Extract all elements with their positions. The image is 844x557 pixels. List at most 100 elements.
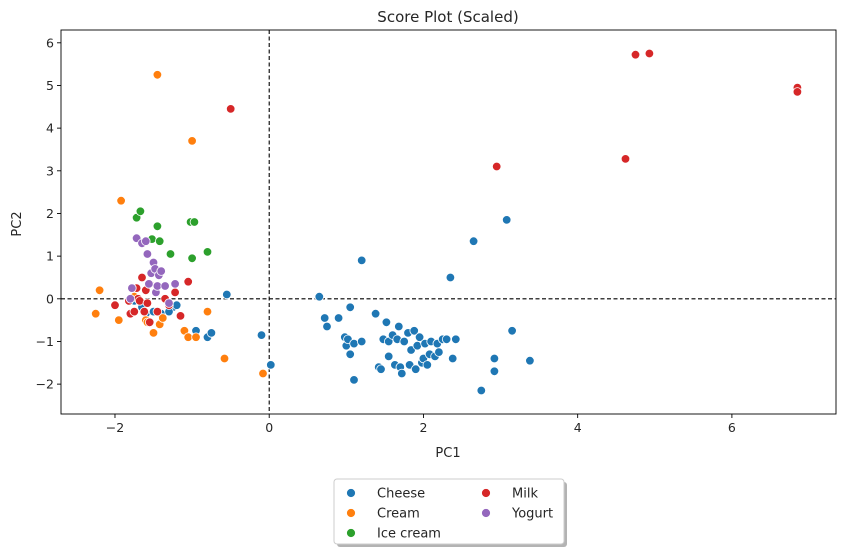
data-point bbox=[110, 300, 120, 310]
data-point bbox=[191, 332, 201, 342]
data-point bbox=[397, 368, 407, 379]
legend-marker bbox=[346, 488, 356, 498]
series-ice-cream bbox=[131, 206, 213, 263]
data-point bbox=[620, 154, 631, 164]
plot-area: −2 0 2 4 6 −2 −1 0 1 2 3 4 5 6 bbox=[36, 29, 837, 435]
data-point bbox=[164, 298, 174, 308]
data-point bbox=[152, 306, 163, 317]
legend-entry: Cheese bbox=[377, 487, 425, 502]
data-point bbox=[333, 313, 344, 323]
data-point bbox=[170, 287, 180, 298]
data-point bbox=[445, 272, 456, 283]
data-point bbox=[451, 334, 461, 345]
x-axis-label: PC1 bbox=[435, 446, 460, 461]
data-point bbox=[507, 326, 517, 336]
data-point bbox=[125, 294, 136, 304]
data-point bbox=[258, 368, 268, 379]
x-tick-label: −2 bbox=[106, 420, 124, 435]
data-point bbox=[345, 349, 355, 360]
legend-marker bbox=[346, 528, 356, 538]
data-point bbox=[183, 332, 193, 342]
data-point bbox=[116, 195, 126, 206]
x-tick-label: 2 bbox=[419, 420, 427, 435]
data-point bbox=[134, 296, 145, 306]
x-tick-label: 4 bbox=[574, 420, 582, 435]
data-point bbox=[502, 215, 512, 225]
data-point bbox=[183, 277, 193, 287]
data-point bbox=[492, 161, 502, 172]
data-point bbox=[175, 311, 186, 321]
data-point bbox=[152, 221, 163, 232]
data-point bbox=[152, 70, 163, 80]
data-point bbox=[202, 247, 213, 257]
data-point bbox=[202, 306, 213, 317]
data-point bbox=[370, 309, 381, 319]
y-tick-label: −2 bbox=[36, 377, 54, 392]
data-point bbox=[141, 236, 151, 246]
data-point bbox=[165, 249, 176, 259]
x-tick-label: 6 bbox=[728, 420, 736, 435]
data-point bbox=[411, 364, 421, 374]
data-point bbox=[144, 279, 154, 289]
legend-entry: Yogurt bbox=[511, 507, 553, 522]
data-point bbox=[314, 292, 325, 302]
data-point bbox=[434, 347, 444, 357]
data-point bbox=[142, 249, 153, 259]
y-tick-label: 3 bbox=[46, 163, 54, 178]
data-point bbox=[412, 341, 423, 351]
data-point bbox=[189, 217, 200, 227]
legend-entry: Ice cream bbox=[377, 527, 441, 542]
x-tick-label: 0 bbox=[265, 420, 273, 435]
legend-box bbox=[333, 478, 565, 545]
data-point bbox=[256, 330, 267, 340]
data-point bbox=[222, 289, 232, 300]
data-point bbox=[422, 360, 433, 370]
data-point bbox=[266, 360, 276, 370]
data-point bbox=[187, 136, 197, 146]
data-point bbox=[154, 236, 165, 246]
data-point bbox=[792, 87, 803, 97]
y-axis-label: PC2 bbox=[10, 211, 25, 236]
data-point bbox=[135, 206, 146, 217]
legend-marker bbox=[346, 508, 356, 518]
data-point bbox=[376, 364, 386, 374]
data-point bbox=[170, 279, 180, 289]
y-tick-label: 0 bbox=[46, 291, 54, 306]
data-point bbox=[114, 315, 124, 325]
data-point bbox=[414, 332, 425, 342]
data-point bbox=[489, 366, 500, 377]
y-tick-label: −1 bbox=[36, 334, 54, 349]
legend: Cheese Cream Ice cream Milk Yogurt bbox=[333, 478, 567, 547]
legend-entry: Cream bbox=[377, 507, 420, 522]
data-point bbox=[468, 236, 479, 246]
data-point bbox=[489, 353, 500, 364]
data-point bbox=[384, 351, 394, 362]
y-tick-label: 2 bbox=[46, 206, 54, 221]
data-point bbox=[644, 48, 655, 59]
data-point bbox=[158, 313, 168, 323]
plot-frame bbox=[60, 29, 837, 415]
y-tick-label: 1 bbox=[46, 249, 54, 264]
data-point bbox=[399, 336, 409, 347]
data-point bbox=[357, 336, 367, 347]
y-tick-label: 6 bbox=[46, 35, 54, 50]
data-point bbox=[394, 321, 404, 332]
data-point bbox=[525, 356, 535, 366]
series-milk bbox=[110, 48, 803, 328]
data-point bbox=[137, 272, 147, 283]
data-point bbox=[148, 328, 159, 338]
data-point bbox=[630, 50, 641, 60]
data-point bbox=[441, 334, 452, 345]
data-point bbox=[90, 309, 101, 319]
series-yogurt bbox=[125, 233, 180, 308]
data-point bbox=[476, 385, 487, 396]
data-point bbox=[345, 302, 355, 313]
data-point bbox=[160, 281, 170, 291]
data-point bbox=[349, 375, 359, 385]
chart-title: Score Plot (Scaled) bbox=[377, 8, 518, 26]
data-point bbox=[381, 317, 392, 328]
data-point bbox=[448, 353, 458, 364]
data-point bbox=[142, 298, 153, 308]
